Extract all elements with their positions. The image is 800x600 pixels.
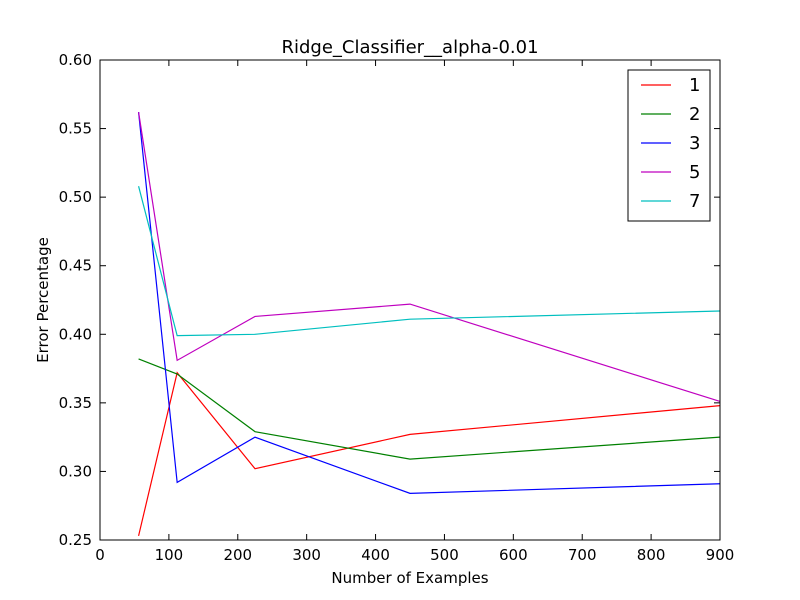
y-tick-label: 0.35 <box>59 394 92 412</box>
x-tick-label: 600 <box>499 546 528 564</box>
legend-frame <box>627 69 711 222</box>
x-tick-label: 300 <box>292 546 321 564</box>
x-tick-label: 0 <box>95 546 105 564</box>
x-tick-label: 400 <box>361 546 390 564</box>
y-tick-label: 0.55 <box>59 120 92 138</box>
x-axis-label: Number of Examples <box>331 569 488 587</box>
y-axis-label: Error Percentage <box>34 237 52 363</box>
legend-label: 1 <box>689 75 700 96</box>
x-tick-label: 500 <box>430 546 459 564</box>
series-line-5 <box>137 112 721 403</box>
x-tick-label: 100 <box>155 546 184 564</box>
plot-frame <box>99 59 721 541</box>
y-tick-label: 0.50 <box>59 188 92 206</box>
x-tick-label: 200 <box>223 546 252 564</box>
x-tick-label: 700 <box>568 546 597 564</box>
y-tick-label: 0.45 <box>59 257 92 275</box>
y-tick-label: 0.30 <box>59 462 92 480</box>
x-tick-label: 900 <box>706 546 735 564</box>
y-tick-label: 0.40 <box>59 325 92 343</box>
x-axis: 0 100 200 300 400 500 600 700 800 900 <box>95 60 734 564</box>
y-axis: 0.25 0.30 0.35 0.40 0.45 0.50 0.55 0.60 <box>59 51 720 549</box>
legend-label: 5 <box>689 162 700 183</box>
series-line-2 <box>138 358 721 460</box>
legend-label: 7 <box>689 191 700 212</box>
y-tick-label: 0.25 <box>59 531 92 549</box>
legend-label: 3 <box>689 133 700 154</box>
legend: 1 2 3 5 7 <box>627 69 711 222</box>
series-line-1 <box>137 371 721 537</box>
chart-title: Ridge_Classifier__alpha-0.01 <box>281 37 538 58</box>
plot-background <box>100 60 720 540</box>
plot-area <box>99 59 721 541</box>
legend-label: 2 <box>689 104 700 125</box>
y-tick-label: 0.60 <box>59 51 92 69</box>
series-line-7 <box>137 186 721 337</box>
series-layer <box>137 112 721 537</box>
series-line-3 <box>137 112 721 494</box>
x-tick-label: 800 <box>637 546 666 564</box>
